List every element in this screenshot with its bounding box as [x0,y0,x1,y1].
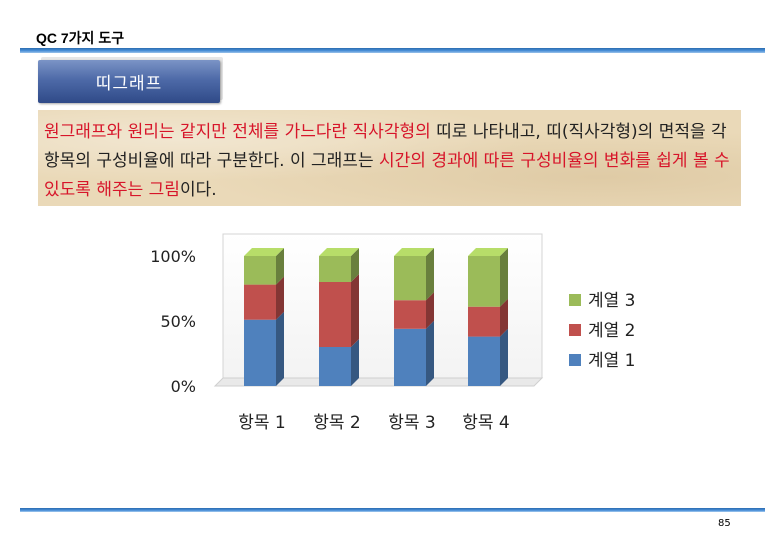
x-tick-label: 항목 3 [388,413,436,433]
bar-segment [244,276,284,320]
bar-side [276,276,284,320]
chart-legend: 계열 3 계열 2 계열 1 [569,291,636,371]
bar-segment [468,248,508,307]
section-label: 띠그래프 [38,60,220,103]
bar-front [394,256,426,301]
bar-front [468,336,500,386]
bar-top [319,248,359,256]
x-tick-label: 항목 1 [238,413,286,433]
bar-front [468,256,500,307]
chart-y-ticks: 0% 50% 100% [150,247,196,396]
legend-label: 계열 2 [588,321,636,341]
legend-label: 계열 1 [588,351,636,371]
legend-label: 계열 3 [588,291,636,311]
description-text-1: 원그래프와 원리는 같지만 전체를 가느다란 직사각형의 [44,122,431,142]
bar-side [500,298,508,337]
legend-swatch [569,324,581,336]
bar-front [394,328,426,386]
bar-side [426,292,434,329]
bar-segment [394,292,434,329]
bar-side [351,248,359,282]
bar-side [351,339,359,386]
bar-front [244,319,276,386]
bar-segment [394,320,434,386]
bar-segment [319,274,359,347]
description-text-2: 띠로 나타내고, 띠(직사각형)의 면적을 각 항목의 구성비율에 따라 구분한… [44,122,727,171]
bar-side [500,328,508,386]
page-number: 85 [718,518,731,529]
chart-x-ticks: 항목 1 항목 2 항목 3 항목 4 [238,413,510,433]
bar-side [351,274,359,347]
description-text-3: 시간의 경과에 따른 구성비율의 변화를 쉽게 볼 수 있도록 해주는 그림 [44,151,730,200]
bar-side [426,248,434,301]
footer-divider [20,508,765,512]
slide-title: QC 7가지 도구 [36,30,125,46]
bar-front [319,256,351,282]
bar-segment [468,298,508,337]
bar-front [319,347,351,386]
y-tick-label: 100% [150,247,196,266]
legend-swatch [569,294,581,306]
description-text-4: 이다. [179,180,217,200]
x-tick-label: 항목 2 [313,413,361,433]
chart-bars [244,248,508,386]
bar-side [276,311,284,386]
bar-segment [468,328,508,386]
bar-segment [319,339,359,386]
bar-side [276,248,284,285]
x-tick-label: 항목 4 [462,413,510,433]
bar-top [244,248,284,256]
header-divider [20,48,765,53]
chart-floor [213,377,544,387]
description-box: 원그래프와 원리는 같지만 전체를 가느다란 직사각형의 띠로 나타내고, 띠(… [38,110,741,206]
bar-segment [244,311,284,386]
bar-front [394,300,426,329]
bar-side [500,248,508,307]
bar-top [394,248,434,256]
bar-front [244,284,276,320]
y-tick-label: 50% [160,312,196,331]
y-tick-label: 0% [171,377,196,396]
bar-segment [319,248,359,282]
chart-backplane [213,233,544,387]
bar-side [426,320,434,386]
bar-front [244,256,276,285]
bar-segment [244,248,284,285]
bar-segment [394,248,434,301]
legend-swatch [569,354,581,366]
bar-top [468,248,508,256]
bar-front [319,282,351,347]
bar-front [468,306,500,337]
